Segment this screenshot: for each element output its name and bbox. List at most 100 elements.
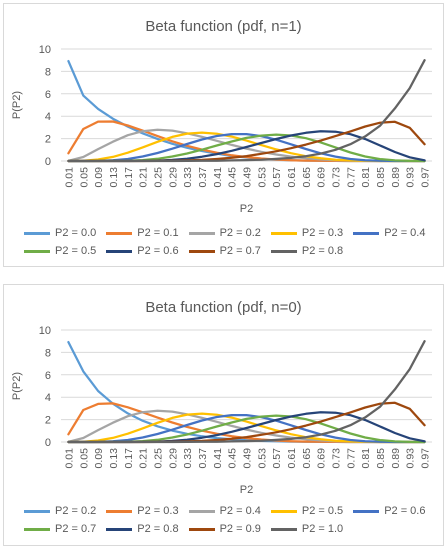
x-tick-label: 0.45 [227, 448, 239, 469]
x-tick-label: 0.81 [360, 448, 372, 469]
legend-row: P2 = 0.5 P2 = 0.6 P2 = 0.7 P2 = 0.8 [24, 242, 435, 260]
legend-label: P2 = 0.3 [137, 505, 179, 517]
legend-row: P2 = 0.7 P2 = 0.8 P2 = 0.9 P2 = 1.0 [24, 520, 435, 538]
legend-label: P2 = 0.6 [137, 245, 179, 257]
x-tick-label: 0.25 [152, 167, 164, 188]
series-line [67, 59, 426, 163]
x-tick-label: 0.01 [63, 448, 75, 469]
legend-swatch [24, 231, 50, 235]
x-tick-label: 0.09 [93, 448, 105, 469]
chart-title: Beta function (pdf, n=0) [145, 299, 302, 316]
x-tick-label: 0.33 [182, 448, 194, 469]
y-tick-label: 4 [45, 392, 51, 404]
legend-item: P2 = 0.4 [353, 227, 425, 239]
x-tick-label: 0.41 [212, 448, 224, 469]
legend-swatch [24, 249, 50, 253]
legend-item: P2 = 0.8 [106, 523, 179, 535]
legend-label: P2 = 0.8 [301, 245, 344, 257]
x-tick-label: 0.45 [227, 167, 239, 188]
y-axis-label: P(P2) [11, 91, 23, 119]
x-axis-label: P2 [240, 203, 253, 215]
y-tick-label: 6 [45, 89, 51, 101]
x-tick-label: 0.61 [286, 448, 298, 469]
legend-label: P2 = 0.5 [301, 505, 344, 517]
x-tick-label: 0.25 [152, 448, 164, 469]
series-line [67, 340, 426, 444]
y-axis-label: P(P2) [11, 372, 23, 400]
x-tick-label: 0.29 [167, 448, 179, 469]
legend-swatch [106, 509, 133, 513]
x-tick-label: 0.53 [256, 167, 268, 188]
legend-item: P2 = 0.5 [270, 505, 344, 517]
x-tick-label: 0.05 [78, 448, 90, 469]
legend-label: P2 = 0.0 [55, 227, 97, 239]
legend-item: P2 = 0.9 [188, 523, 261, 535]
y-tick-label: 2 [45, 134, 51, 146]
legend-item: P2 = 0.5 [24, 245, 96, 257]
x-tick-label: 0.81 [360, 167, 372, 188]
legend-item: P2 = 0.6 [106, 245, 179, 257]
x-tick-label: 0.41 [212, 167, 224, 188]
x-tick-label: 0.93 [405, 167, 417, 188]
y-tick-label: 4 [45, 111, 51, 123]
x-tick-label: 0.77 [345, 167, 357, 188]
legend-swatch [270, 231, 297, 235]
x-tick-label: 0.13 [108, 167, 120, 188]
legend-swatch [188, 231, 215, 235]
legend-item: P2 = 0.3 [106, 505, 179, 517]
x-tick-label: 0.21 [138, 448, 150, 469]
x-tick-label: 0.01 [63, 167, 75, 188]
legend-item: P2 = 0.4 [188, 505, 261, 517]
legend-label: P2 = 0.4 [219, 505, 261, 517]
x-tick-label: 0.57 [271, 448, 283, 469]
legend-item: P2 = 0.8 [270, 245, 344, 257]
x-tick-label: 0.49 [242, 448, 254, 469]
x-tick-label: 0.29 [167, 167, 179, 188]
series-line [67, 132, 426, 163]
y-tick-label: 2 [45, 415, 51, 427]
legend-row: P2 = 0.2 P2 = 0.3 P2 = 0.4 P2 = 0.5 P2 = 0.6 [24, 502, 435, 520]
legend-row: P2 = 0.0 P2 = 0.1 P2 = 0.2 P2 = 0.3 P2 = 0.4 [24, 224, 435, 242]
x-tick-label: 0.37 [197, 448, 209, 469]
legend-item: P2 = 0.3 [270, 227, 343, 239]
chart-panel-n1: Beta function (pdf, n=1) 0 2 4 6 8 10 0.01 0.05… [3, 3, 444, 267]
legend-item: P2 = 0.0 [24, 227, 96, 239]
x-tick-label: 0.33 [182, 167, 194, 188]
x-tick-label: 0.37 [197, 167, 209, 188]
legend-label: P2 = 0.6 [384, 505, 426, 517]
legend-item: P2 = 0.2 [188, 227, 261, 239]
y-tick-label: 10 [39, 44, 51, 56]
legend-item: P2 = 0.6 [353, 505, 425, 517]
x-tick-label: 0.85 [375, 448, 387, 469]
legend-swatch [353, 231, 380, 235]
x-tick-label: 0.97 [420, 167, 432, 188]
x-tick-label: 0.73 [331, 448, 343, 469]
x-tick-label: 0.17 [123, 167, 135, 188]
legend-swatch [270, 249, 297, 253]
x-tick-label: 0.73 [331, 167, 343, 188]
y-tick-label: 10 [39, 325, 51, 337]
x-tick-label: 0.89 [390, 448, 402, 469]
x-tick-label: 0.69 [316, 167, 328, 188]
x-tick-label: 0.57 [271, 167, 283, 188]
x-tick-label: 0.65 [301, 167, 313, 188]
legend-item: P2 = 0.2 [24, 505, 96, 517]
legend-swatch [270, 527, 297, 531]
legend-swatch [24, 509, 50, 513]
x-tick-label: 0.85 [375, 167, 387, 188]
chart-legend: P2 = 0.2 P2 = 0.3 P2 = 0.4 P2 = 0.5 P2 = 0.6… [24, 502, 435, 538]
chart-panel-n0: Beta function (pdf, n=0) 0 2 4 6 8 10 0.01 0.05… [3, 284, 444, 546]
legend-swatch [106, 231, 133, 235]
x-tick-label: 0.05 [78, 167, 90, 188]
x-tick-label: 0.69 [316, 448, 328, 469]
legend-label: P2 = 0.7 [55, 523, 97, 535]
y-tick-label: 8 [45, 347, 51, 359]
legend-label: P2 = 0.1 [137, 227, 179, 239]
legend-swatch [188, 249, 215, 253]
legend-label: P2 = 0.2 [55, 505, 97, 517]
y-tick-label: 0 [45, 156, 51, 168]
legend-swatch [353, 509, 380, 513]
x-tick-label: 0.53 [256, 448, 268, 469]
